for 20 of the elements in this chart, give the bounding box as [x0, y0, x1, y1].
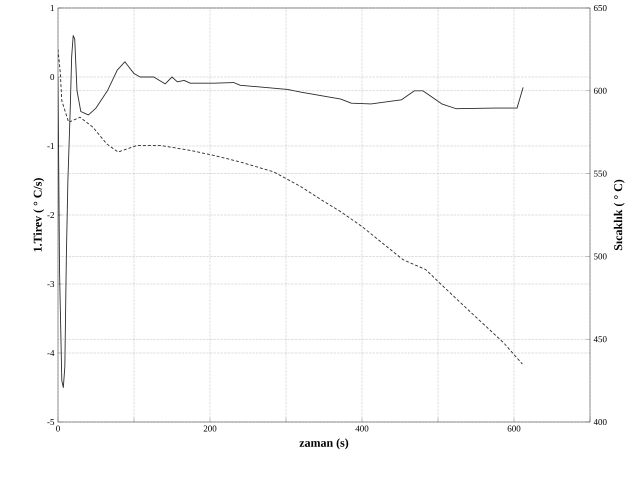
- y-tick-label: -4: [47, 350, 54, 356]
- x-tick-label: 0: [56, 426, 60, 432]
- y2-tick-label: 400: [594, 418, 607, 426]
- y-tick-label: -5: [47, 419, 54, 425]
- y2-axis-title: Sıcaklık ( ° C): [614, 180, 625, 250]
- y-tick-label: 1: [50, 5, 54, 11]
- y2-tick-label: 650: [594, 4, 607, 12]
- y2-tick-label: 600: [594, 88, 607, 94]
- y-axis-title: 1.Tirev ( ° C/s): [33, 178, 44, 252]
- y2-tick-label: 500: [594, 253, 607, 260]
- x-tick-label: 400: [355, 426, 368, 432]
- y2-tick-label: 550: [594, 170, 607, 177]
- y-tick-label: -1: [47, 143, 54, 149]
- x-axis-title: zaman (s): [300, 438, 348, 450]
- x-tick-label: 600: [508, 426, 520, 432]
- y2-tick-label: 450: [594, 336, 607, 342]
- y-tick-label: 0: [50, 74, 54, 80]
- x-tick-label: 200: [204, 426, 216, 432]
- y-tick-label: -3: [47, 280, 54, 288]
- y-tick-label: -2: [47, 212, 54, 218]
